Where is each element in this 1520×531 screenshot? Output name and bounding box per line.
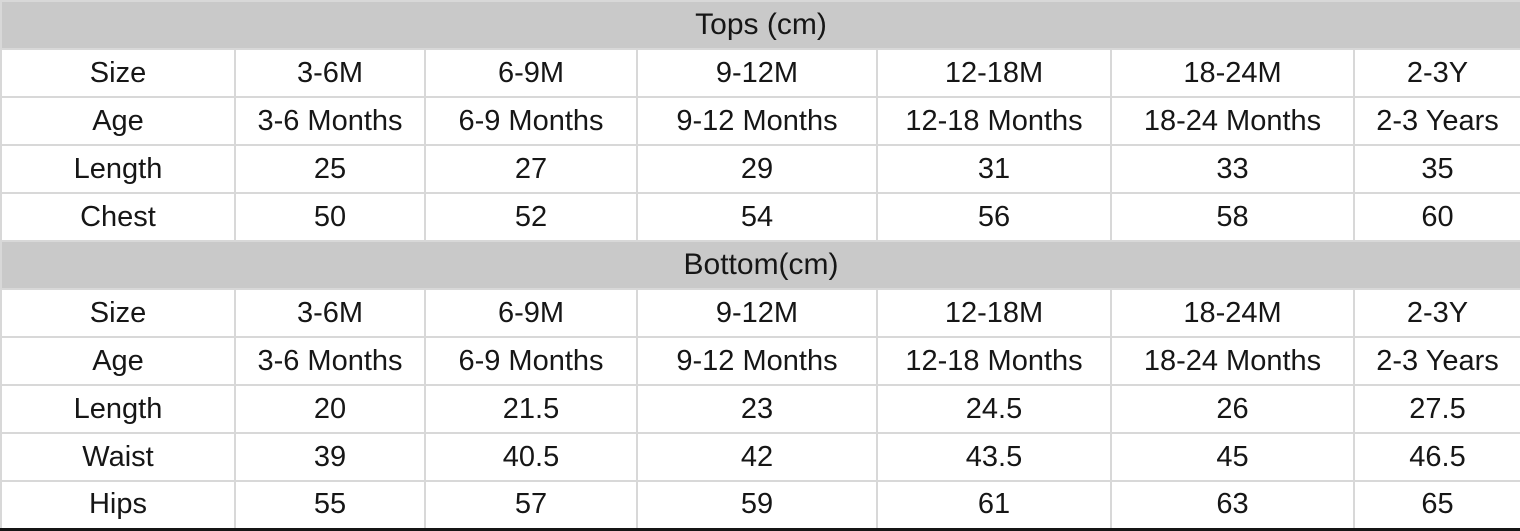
table-row-bottom-size: Size 3-6M 6-9M 9-12M 12-18M 18-24M 2-3Y (0, 288, 1520, 338)
table-cell: 50 (234, 192, 426, 242)
row-label: Age (0, 96, 236, 146)
table-row-bottom-length: Length 20 21.5 23 24.5 26 27.5 (0, 384, 1520, 434)
table-cell: 3-6M (234, 288, 426, 338)
table-row-bottom-waist: Waist 39 40.5 42 43.5 45 46.5 (0, 432, 1520, 482)
table-cell: 18-24M (1110, 288, 1355, 338)
table-cell: 18-24M (1110, 48, 1355, 98)
table-cell: 18-24 Months (1110, 96, 1355, 146)
table-row-tops-chest: Chest 50 52 54 56 58 60 (0, 192, 1520, 242)
table-cell: 40.5 (424, 432, 638, 482)
table-row-bottom-age: Age 3-6 Months 6-9 Months 9-12 Months 12… (0, 336, 1520, 386)
table-cell: 46.5 (1352, 432, 1520, 482)
section-header-row-bottom: Bottom(cm) (0, 240, 1520, 290)
table-cell: 63 (1110, 480, 1355, 530)
table-cell: 43.5 (876, 432, 1112, 482)
table-cell: 6-9 Months (424, 336, 638, 386)
table-cell: 12-18 Months (876, 336, 1112, 386)
table-cell: 9-12 Months (636, 336, 878, 386)
table-cell: 9-12M (636, 288, 878, 338)
table-cell: 60 (1352, 192, 1520, 242)
table-cell: 52 (424, 192, 638, 242)
table-cell: 3-6 Months (234, 96, 426, 146)
table-cell: 57 (424, 480, 638, 530)
table-cell: 12-18M (876, 288, 1112, 338)
row-label: Waist (0, 432, 236, 482)
table-row-tops-length: Length 25 27 29 31 33 35 (0, 144, 1520, 194)
table-cell: 54 (636, 192, 878, 242)
table-cell: 12-18M (876, 48, 1112, 98)
table-row-tops-age: Age 3-6 Months 6-9 Months 9-12 Months 12… (0, 96, 1520, 146)
table-cell: 18-24 Months (1110, 336, 1355, 386)
table-cell: 20 (234, 384, 426, 434)
table-cell: 12-18 Months (876, 96, 1112, 146)
table-cell: 3-6 Months (234, 336, 426, 386)
table-cell: 24.5 (876, 384, 1112, 434)
table-cell: 59 (636, 480, 878, 530)
table-cell: 45 (1110, 432, 1355, 482)
table-cell: 9-12M (636, 48, 878, 98)
row-label: Age (0, 336, 236, 386)
row-label: Chest (0, 192, 236, 242)
table-cell: 35 (1352, 144, 1520, 194)
table-cell: 2-3Y (1352, 288, 1520, 338)
table-cell: 2-3Y (1352, 48, 1520, 98)
table-cell: 27 (424, 144, 638, 194)
section-title-bottom: Bottom(cm) (0, 240, 1520, 290)
table-cell: 9-12 Months (636, 96, 878, 146)
table-cell: 33 (1110, 144, 1355, 194)
table-cell: 39 (234, 432, 426, 482)
table-cell: 29 (636, 144, 878, 194)
table-cell: 6-9 Months (424, 96, 638, 146)
table-cell: 3-6M (234, 48, 426, 98)
table-row-bottom-hips: Hips 55 57 59 61 63 65 (0, 480, 1520, 530)
table-cell: 2-3 Years (1352, 96, 1520, 146)
section-header-row-tops: Tops (cm) (0, 0, 1520, 50)
table-cell: 61 (876, 480, 1112, 530)
table-cell: 26 (1110, 384, 1355, 434)
row-label: Size (0, 48, 236, 98)
row-label: Length (0, 384, 236, 434)
row-label: Hips (0, 480, 236, 530)
table-cell: 31 (876, 144, 1112, 194)
table-cell: 58 (1110, 192, 1355, 242)
table-cell: 6-9M (424, 48, 638, 98)
table-cell: 21.5 (424, 384, 638, 434)
table-cell: 2-3 Years (1352, 336, 1520, 386)
table-cell: 6-9M (424, 288, 638, 338)
section-title-tops: Tops (cm) (0, 0, 1520, 50)
table-cell: 27.5 (1352, 384, 1520, 434)
table-cell: 65 (1352, 480, 1520, 530)
table-cell: 55 (234, 480, 426, 530)
row-label: Size (0, 288, 236, 338)
table-cell: 56 (876, 192, 1112, 242)
table-cell: 23 (636, 384, 878, 434)
table-cell: 25 (234, 144, 426, 194)
table-row-tops-size: Size 3-6M 6-9M 9-12M 12-18M 18-24M 2-3Y (0, 48, 1520, 98)
table-cell: 42 (636, 432, 878, 482)
row-label: Length (0, 144, 236, 194)
